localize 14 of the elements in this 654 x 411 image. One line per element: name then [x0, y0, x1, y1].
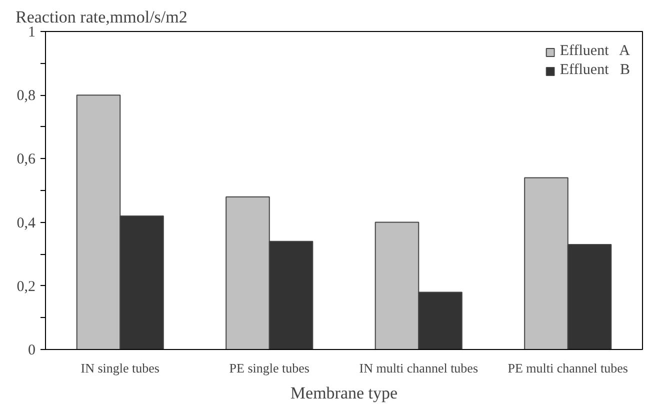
legend-label: Effluent B	[560, 62, 630, 79]
x-axis-title: Membrane type	[290, 384, 398, 402]
x-tick-label: IN single tubes	[80, 360, 160, 376]
y-tick-label: 0,8	[16, 88, 36, 104]
x-tick-label: PE multi channel tubes	[508, 360, 628, 376]
y-tick-label: 1	[28, 24, 36, 40]
y-tick-label: 0,6	[16, 152, 36, 168]
x-tick-label: IN multi channel tubes	[359, 360, 478, 376]
legend-label: Effluent A	[560, 43, 630, 60]
y-tick-label: 0,2	[16, 278, 36, 295]
y-tick-label: 0,4	[16, 215, 36, 232]
y-axis-title: Reaction rate,mmol/s/m2	[16, 8, 188, 26]
x-tick-label: PE single tubes	[229, 360, 310, 376]
y-tick-label: 0	[28, 342, 36, 358]
